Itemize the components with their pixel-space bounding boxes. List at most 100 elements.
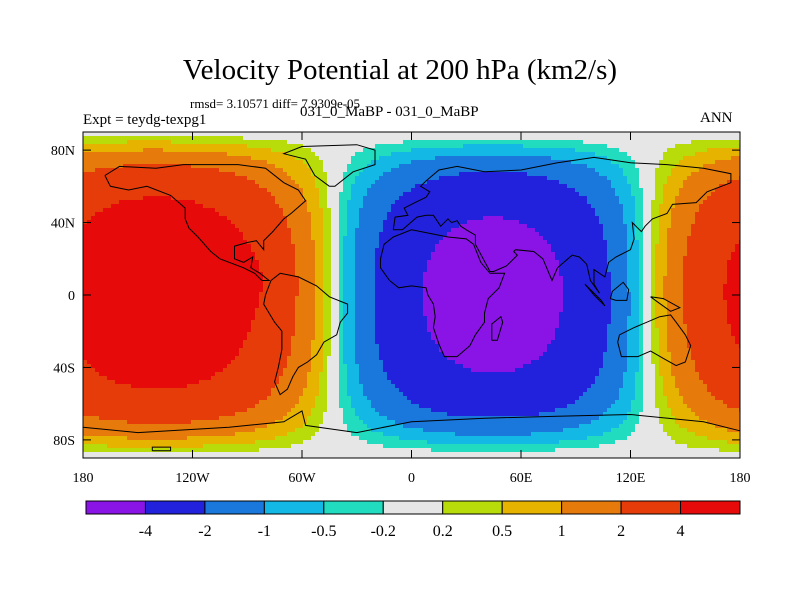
field-cell bbox=[311, 220, 316, 225]
field-cell bbox=[371, 164, 376, 169]
field-cell bbox=[479, 240, 484, 245]
field-cell bbox=[187, 240, 192, 245]
field-cell bbox=[379, 236, 384, 241]
field-cell bbox=[459, 132, 464, 137]
field-cell bbox=[535, 160, 540, 165]
field-cell bbox=[331, 180, 336, 185]
field-cell bbox=[419, 168, 424, 173]
field-cell bbox=[515, 216, 520, 221]
field-cell bbox=[159, 240, 164, 245]
field-cell bbox=[563, 240, 568, 245]
field-cell bbox=[159, 244, 164, 249]
field-cell bbox=[727, 240, 732, 245]
field-cell bbox=[479, 132, 484, 137]
field-cell bbox=[251, 132, 256, 137]
field-cell bbox=[131, 180, 136, 185]
field-cell bbox=[331, 156, 336, 161]
field-cell bbox=[203, 188, 208, 193]
field-cell bbox=[667, 240, 672, 245]
field-cell bbox=[183, 196, 188, 201]
field-cell bbox=[367, 220, 372, 225]
field-cell bbox=[199, 224, 204, 229]
field-cell bbox=[583, 208, 588, 213]
field-cell bbox=[91, 160, 96, 165]
field-cell bbox=[139, 196, 144, 201]
field-cell bbox=[223, 196, 228, 201]
field-cell bbox=[111, 212, 116, 217]
field-cell bbox=[351, 232, 356, 237]
field-cell bbox=[559, 140, 564, 145]
field-cell bbox=[607, 136, 612, 141]
field-cell bbox=[119, 132, 124, 137]
field-cell bbox=[271, 136, 276, 141]
field-cell bbox=[167, 148, 172, 153]
field-cell bbox=[471, 152, 476, 157]
field-cell bbox=[467, 232, 472, 237]
field-cell bbox=[283, 156, 288, 161]
field-cell bbox=[291, 192, 296, 197]
field-cell bbox=[707, 172, 712, 177]
field-cell bbox=[211, 188, 216, 193]
field-cell bbox=[675, 184, 680, 189]
field-cell bbox=[515, 232, 520, 237]
field-cell bbox=[287, 168, 292, 173]
field-cell bbox=[467, 180, 472, 185]
field-cell bbox=[675, 180, 680, 185]
field-cell bbox=[567, 220, 572, 225]
field-cell bbox=[643, 216, 648, 221]
field-cell bbox=[527, 228, 532, 233]
field-cell bbox=[287, 184, 292, 189]
field-cell bbox=[387, 144, 392, 149]
field-cell bbox=[695, 160, 700, 165]
field-cell bbox=[267, 240, 272, 245]
field-cell bbox=[627, 164, 632, 169]
field-cell bbox=[251, 200, 256, 205]
field-cell bbox=[95, 232, 100, 237]
field-cell bbox=[103, 192, 108, 197]
field-cell bbox=[251, 232, 256, 237]
field-cell bbox=[91, 168, 96, 173]
field-cell bbox=[111, 172, 116, 177]
field-cell bbox=[679, 220, 684, 225]
field-cell bbox=[387, 228, 392, 233]
field-cell bbox=[179, 140, 184, 145]
field-cell bbox=[183, 136, 188, 141]
field-cell bbox=[451, 228, 456, 233]
field-cell bbox=[435, 140, 440, 145]
field-cell bbox=[395, 184, 400, 189]
field-cell bbox=[151, 200, 156, 205]
field-cell bbox=[683, 152, 688, 157]
field-cell bbox=[371, 148, 376, 153]
field-cell bbox=[95, 220, 100, 225]
field-cell bbox=[235, 232, 240, 237]
field-cell bbox=[719, 156, 724, 161]
field-cell bbox=[391, 132, 396, 137]
field-cell bbox=[159, 216, 164, 221]
field-cell bbox=[91, 172, 96, 177]
field-cell bbox=[551, 236, 556, 241]
field-cell bbox=[647, 136, 652, 141]
field-cell bbox=[123, 208, 128, 213]
field-cell bbox=[299, 236, 304, 241]
field-cell bbox=[707, 212, 712, 217]
field-cell bbox=[611, 244, 616, 249]
field-cell bbox=[215, 192, 220, 197]
field-cell bbox=[591, 208, 596, 213]
field-cell bbox=[83, 232, 88, 237]
field-cell bbox=[251, 152, 256, 157]
field-cell bbox=[259, 188, 264, 193]
field-cell bbox=[359, 208, 364, 213]
field-cell bbox=[159, 208, 164, 213]
field-cell bbox=[639, 228, 644, 233]
field-cell bbox=[471, 164, 476, 169]
field-cell bbox=[87, 236, 92, 241]
field-cell bbox=[107, 140, 112, 145]
field-cell bbox=[139, 168, 144, 173]
field-cell bbox=[367, 184, 372, 189]
field-cell bbox=[127, 232, 132, 237]
field-cell bbox=[147, 132, 152, 137]
field-cell bbox=[355, 208, 360, 213]
field-cell bbox=[447, 164, 452, 169]
field-cell bbox=[183, 180, 188, 185]
field-cell bbox=[639, 240, 644, 245]
